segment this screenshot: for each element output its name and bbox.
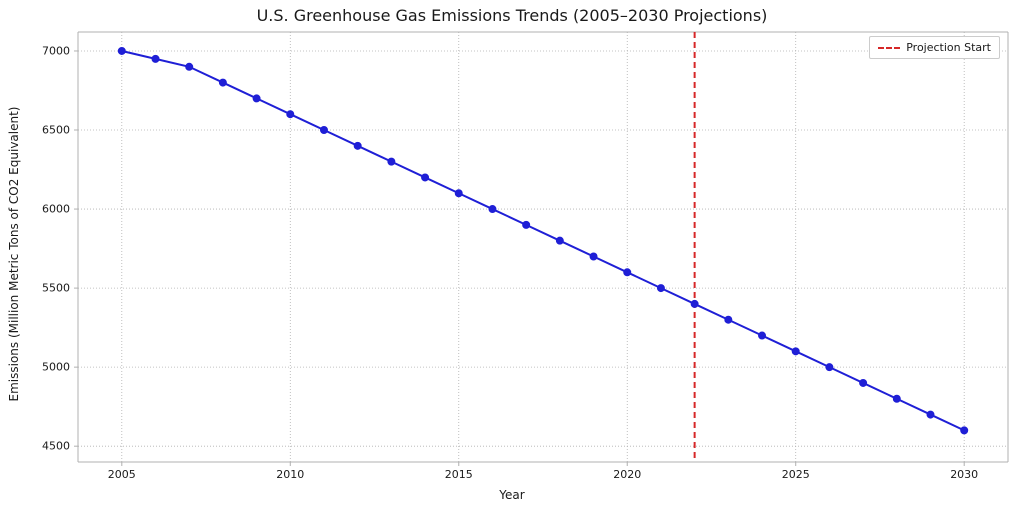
y-axis-label: Emissions (Million Metric Tons of CO2 Eq… (7, 107, 21, 402)
x-tick-label: 2010 (276, 468, 304, 481)
x-tick-label: 2005 (108, 468, 136, 481)
y-tick-label: 4500 (42, 440, 70, 453)
x-axis-label: Year (0, 488, 1024, 502)
y-tick-label: 6000 (42, 203, 70, 216)
plot-area (78, 32, 1008, 462)
x-tick-label: 2025 (782, 468, 810, 481)
x-tick-label: 2020 (613, 468, 641, 481)
x-tick-label: 2030 (950, 468, 978, 481)
chart-title: U.S. Greenhouse Gas Emissions Trends (20… (0, 6, 1024, 25)
legend: Projection Start (869, 36, 1000, 59)
emissions-chart: U.S. Greenhouse Gas Emissions Trends (20… (0, 0, 1024, 508)
y-tick-label: 5000 (42, 361, 70, 374)
legend-swatch-projection (878, 47, 900, 49)
y-tick-label: 6500 (42, 124, 70, 137)
y-tick-label: 7000 (42, 44, 70, 57)
legend-label-projection: Projection Start (906, 41, 991, 54)
y-tick-label: 5500 (42, 282, 70, 295)
x-tick-label: 2015 (445, 468, 473, 481)
